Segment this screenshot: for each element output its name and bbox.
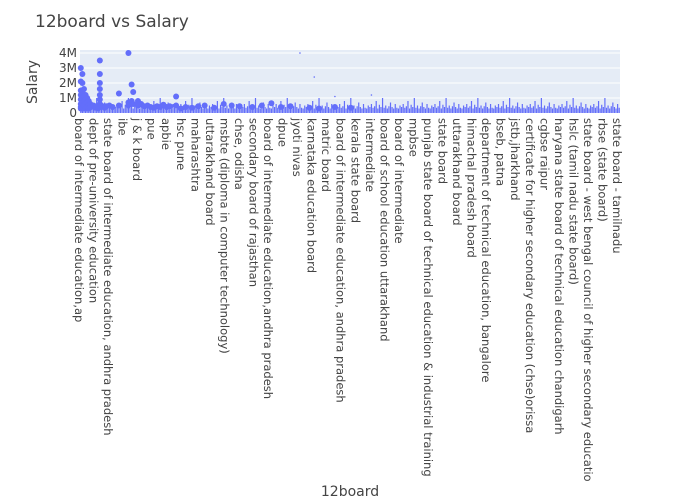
x-tick-label-2: state board of intermediate education, a…	[101, 118, 115, 436]
data-point-87[interactable]	[331, 104, 338, 110]
data-point-79[interactable]	[236, 103, 243, 110]
x-tick-label-9: uttarakhand board	[203, 118, 217, 226]
data-point-82[interactable]	[268, 100, 275, 107]
data-point-77[interactable]	[220, 101, 227, 107]
data-point-83[interactable]	[277, 104, 284, 110]
data-point-14[interactable]	[80, 86, 87, 92]
x-tick-label-24: punjab state board of technical educatio…	[421, 118, 435, 477]
x-tick-label-3: ibe	[116, 118, 130, 136]
x-tick-label-10: msbte (diploma in computer technology)	[217, 118, 231, 354]
x-tick-label-37: state board - tamilnadu	[610, 118, 624, 254]
data-point-5[interactable]	[77, 65, 84, 71]
data-point-8[interactable]	[79, 71, 86, 77]
data-point-74[interactable]	[195, 103, 202, 110]
x-tick-label-32: cgbse raipur	[537, 118, 551, 190]
x-tick-label-30: jstb,jharkhand	[508, 117, 522, 201]
x-tick-label-28: department of technical education, banga…	[479, 118, 493, 382]
data-point-80[interactable]	[249, 104, 256, 110]
x-tick-label-12: secondary board of rajasthan	[247, 118, 261, 287]
y-tick-label-4: 4M	[59, 46, 77, 60]
x-tick-label-21: board of school education uttarakhand	[377, 118, 391, 342]
data-point-71[interactable]	[177, 105, 184, 112]
x-tick-label-27: himachal pradesh board	[465, 118, 479, 258]
data-point-73[interactable]	[188, 104, 195, 111]
x-tick-label-19: kerala state board	[348, 118, 362, 223]
data-point-9[interactable]	[79, 80, 86, 86]
data-point-72[interactable]	[182, 104, 189, 110]
data-point-76[interactable]	[211, 104, 218, 111]
outlier-point-1[interactable]	[313, 76, 316, 78]
x-tick-label-11: chse, odisha	[232, 118, 246, 190]
data-point-88[interactable]	[347, 104, 354, 111]
x-tick-label-33: haryana state board of technical educati…	[552, 118, 566, 435]
y-tick-label-0: 0	[69, 106, 77, 120]
data-point-50[interactable]	[125, 50, 132, 56]
y-axis-title: Salary	[25, 60, 41, 104]
data-point-53[interactable]	[128, 81, 135, 88]
x-tick-label-7: hsc pune	[174, 118, 188, 170]
x-tick-label-13: board of intermediate education,andhra p…	[261, 118, 275, 399]
data-point-69[interactable]	[173, 93, 180, 100]
x-tick-label-22: board of intermediate	[392, 118, 406, 244]
y-tick-label-3: 3M	[59, 61, 77, 75]
data-point-78[interactable]	[228, 102, 235, 109]
data-point-52[interactable]	[125, 102, 132, 109]
y-tick-label-2: 2M	[59, 76, 77, 90]
x-tick-label-6: apbie	[159, 118, 173, 150]
data-point-68[interactable]	[166, 103, 173, 110]
data-point-86[interactable]	[316, 105, 323, 112]
x-tick-label-26: uttarakhand board	[450, 118, 464, 226]
data-point-47[interactable]	[109, 104, 116, 110]
outlier-point-3[interactable]	[370, 94, 373, 96]
x-tick-label-5: pue	[145, 118, 159, 140]
x-tick-label-29: bseb, patna	[494, 118, 508, 186]
data-point-85[interactable]	[306, 104, 313, 111]
data-point-36[interactable]	[96, 80, 103, 86]
x-tick-label-4: j & k board	[130, 117, 144, 181]
data-point-70[interactable]	[173, 102, 180, 109]
x-tick-label-23: mpbse	[406, 118, 420, 157]
x-tick-label-36: rbse (state board)	[596, 118, 610, 222]
x-tick-label-25: state board	[436, 118, 450, 184]
x-tick-label-18: board of intermediate education, andhra …	[334, 118, 348, 403]
x-tick-label-8: maharashtra	[188, 118, 202, 192]
data-point-81[interactable]	[258, 102, 265, 109]
data-point-56[interactable]	[130, 101, 137, 107]
data-point-37[interactable]	[96, 86, 103, 92]
x-tick-labels: board of intermediate education,ap dept o…	[72, 117, 624, 482]
x-tick-label-17: matric board	[319, 118, 333, 192]
data-point-49[interactable]	[115, 102, 122, 109]
x-axis-title: 12board	[321, 484, 379, 500]
data-point-48[interactable]	[115, 90, 122, 97]
outlier-point-2[interactable]	[334, 95, 336, 98]
outlier-point-0[interactable]	[299, 52, 301, 54]
data-points	[77, 50, 373, 112]
x-tick-label-15: jyoti nivas	[290, 117, 304, 177]
x-tick-label-14: dpue	[276, 118, 290, 147]
data-point-38[interactable]	[96, 92, 103, 98]
data-point-75[interactable]	[201, 102, 208, 109]
data-point-39[interactable]	[96, 96, 103, 103]
x-tick-label-0: board of intermediate education,ap	[72, 118, 86, 322]
x-tick-label-34: hslc (tamil nadu state board)	[566, 118, 580, 285]
data-point-35[interactable]	[96, 71, 103, 77]
data-point-84[interactable]	[287, 103, 294, 110]
y-tick-label-1: 1M	[59, 91, 77, 105]
data-point-55[interactable]	[130, 89, 137, 95]
x-tick-label-35: state board - west bengal council of hig…	[581, 118, 595, 482]
plot-background	[80, 50, 620, 113]
x-tick-label-31: certificate for higher secondary educati…	[523, 118, 537, 433]
x-tick-label-1: dept of pre-university education	[87, 118, 101, 303]
x-tick-label-16: karnataka education board	[305, 118, 319, 273]
x-tick-label-20: intermediate	[363, 118, 377, 192]
data-point-34[interactable]	[96, 57, 103, 64]
chart-title: 12board vs Salary	[35, 12, 189, 32]
